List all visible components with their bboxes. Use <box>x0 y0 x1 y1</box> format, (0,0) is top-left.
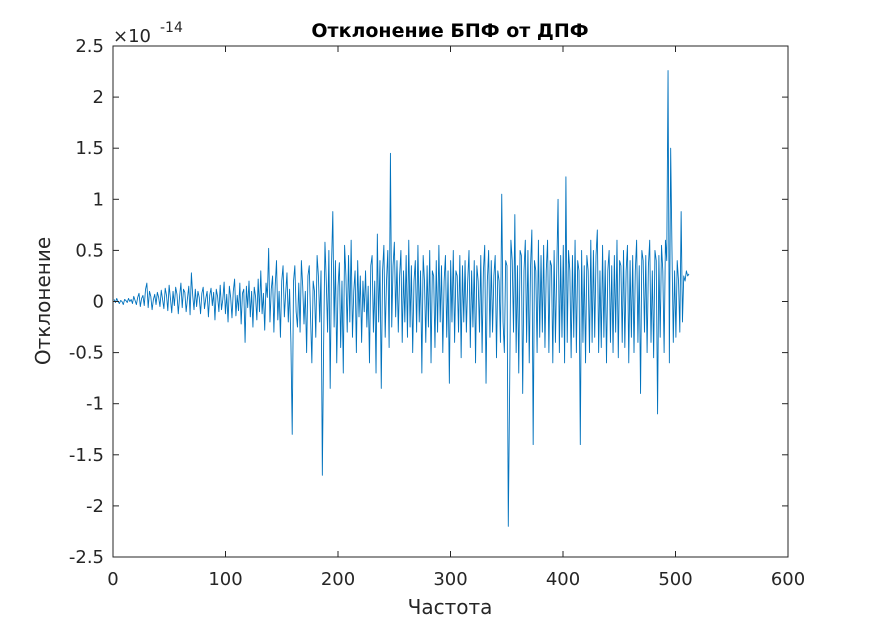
y-exponent-power: -14 <box>160 20 183 36</box>
chart-title: Отклонение БПФ от ДПФ <box>311 20 588 42</box>
y-tick-label: -1 <box>86 394 104 415</box>
y-tick-label: -2 <box>86 496 104 517</box>
x-tick-label: 0 <box>107 569 118 590</box>
y-tick-label: 2.5 <box>75 36 104 57</box>
y-tick-label: -2.5 <box>69 547 104 568</box>
y-ticks: -2.5 -2 -1.5 -1 -0.5 0 0.5 1 1.5 2 2.5 <box>69 36 788 568</box>
y-axis-label: Отклонение <box>31 237 55 365</box>
x-tick-label: 500 <box>658 569 692 590</box>
x-tick-label: 300 <box>433 569 467 590</box>
x-tick-label: 100 <box>208 569 242 590</box>
y-tick-label: 1.5 <box>75 138 104 159</box>
series-layer <box>113 70 690 527</box>
x-tick-label: 200 <box>321 569 355 590</box>
x-tick-label: 400 <box>546 569 580 590</box>
x-axis-label: Частота <box>408 595 493 619</box>
y-exponent-label: ×10 -14 <box>113 20 183 47</box>
x-tick-label: 600 <box>771 569 805 590</box>
y-tick-label: 0.5 <box>75 240 104 261</box>
x-ticks: 0 100 200 300 400 500 600 <box>107 46 805 590</box>
y-tick-label: 2 <box>93 87 104 108</box>
y-tick-label: -0.5 <box>69 343 104 364</box>
y-tick-label: 1 <box>93 189 104 210</box>
y-tick-label: -1.5 <box>69 445 104 466</box>
series-line <box>113 70 690 527</box>
y-exponent-base: ×10 <box>113 26 151 47</box>
y-tick-label: 0 <box>93 292 104 313</box>
